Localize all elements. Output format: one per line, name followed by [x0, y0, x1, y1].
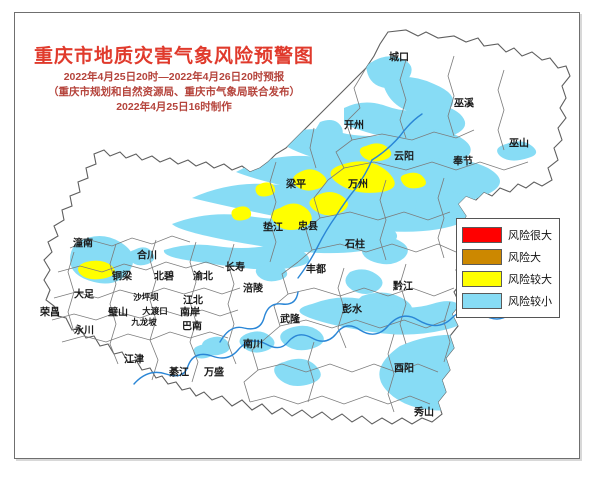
legend-swatch-low: [462, 293, 502, 309]
district-label-涪陵: 涪陵: [243, 283, 263, 295]
district-label-丰都: 丰都: [306, 264, 326, 276]
district-label-永川: 永川: [74, 325, 94, 337]
legend-row: 风险很大: [461, 224, 555, 246]
legend-label-high: 风险大: [508, 252, 541, 264]
district-label-九龙坡: 九龙坡: [131, 317, 157, 327]
risk-legend: 风险很大 风险大 风险较大 风险较小: [456, 218, 560, 318]
district-label-渝北: 渝北: [193, 271, 213, 283]
district-label-巴南: 巴南: [182, 321, 202, 333]
legend-row: 风险较大: [461, 268, 555, 290]
district-label-梁平: 梁平: [286, 179, 306, 191]
district-label-合川: 合川: [137, 250, 157, 262]
district-label-城口: 城口: [389, 52, 409, 64]
issuing-agency-subtitle: （重庆市规划和自然资源局、重庆市气象局联合发布）: [48, 86, 300, 98]
district-label-彭水: 彭水: [342, 304, 362, 316]
district-label-南岸: 南岸: [180, 307, 200, 319]
district-label-忠县: 忠县: [298, 221, 318, 233]
district-label-万盛: 万盛: [204, 367, 224, 379]
legend-row: 风险大: [461, 246, 555, 268]
district-label-石柱: 石柱: [345, 239, 365, 251]
district-label-开州: 开州: [344, 120, 364, 132]
district-label-綦江: 綦江: [169, 367, 189, 379]
forecast-period-subtitle: 2022年4月25日20时—2022年4月26日20时预报: [63, 71, 285, 83]
district-label-沙坪坝: 沙坪坝: [133, 292, 159, 302]
district-label-垫江: 垫江: [263, 222, 283, 234]
page-title: 重庆市地质灾害气象风险预警图: [33, 46, 314, 67]
district-label-酉阳: 酉阳: [394, 363, 414, 375]
district-label-潼南: 潼南: [73, 238, 93, 250]
district-label-巫溪: 巫溪: [454, 98, 474, 110]
legend-label-moderate: 风险较大: [508, 274, 552, 286]
legend-swatch-high: [462, 249, 502, 265]
district-label-铜梁: 铜梁: [112, 271, 132, 283]
legend-label-low: 风险较小: [508, 296, 552, 308]
legend-label-very-high: 风险很大: [508, 230, 552, 242]
district-label-秀山: 秀山: [414, 407, 434, 419]
legend-row: 风险较小: [461, 290, 555, 312]
legend-swatch-moderate: [462, 271, 502, 287]
district-label-奉节: 奉节: [453, 156, 473, 168]
district-label-万州: 万州: [348, 179, 368, 191]
legend-swatch-very-high: [462, 227, 502, 243]
district-label-江津: 江津: [124, 354, 144, 366]
district-label-巫山: 巫山: [509, 138, 529, 150]
title-block: 重庆市地质灾害气象风险预警图 2022年4月25日20时—2022年4月26日2…: [24, 44, 324, 115]
district-label-大渡口: 大渡口: [142, 306, 168, 316]
district-label-南川: 南川: [243, 339, 263, 351]
district-label-荣昌: 荣昌: [40, 307, 60, 319]
district-label-璧山: 璧山: [108, 307, 128, 319]
district-label-武隆: 武隆: [280, 314, 300, 326]
chongqing-map: [14, 12, 580, 459]
district-label-江北: 江北: [183, 295, 203, 307]
map-svg: [43, 29, 571, 425]
risk-moderate-areas: [78, 143, 426, 280]
district-label-长寿: 长寿: [225, 262, 245, 274]
district-label-云阳: 云阳: [394, 151, 414, 163]
district-boundaries: [51, 55, 529, 413]
district-label-黔江: 黔江: [393, 281, 413, 293]
district-label-大足: 大足: [74, 289, 94, 301]
production-time-subtitle: 2022年4月25日16时制作: [116, 101, 232, 113]
rivers: [133, 113, 511, 385]
district-label-北碧: 北碧: [154, 271, 174, 283]
